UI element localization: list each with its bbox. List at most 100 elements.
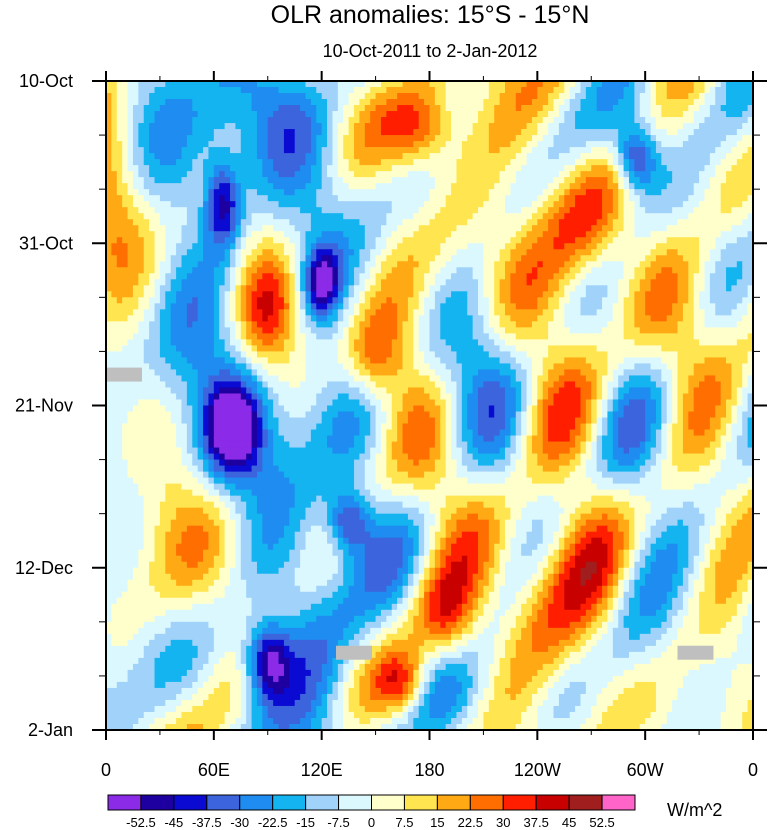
heatmap-cell: [515, 159, 522, 166]
heatmap-cell: [170, 177, 177, 184]
heatmap-cell: [111, 297, 118, 304]
heatmap-cell: [273, 93, 280, 100]
heatmap-cell: [612, 225, 619, 232]
heatmap-cell: [693, 249, 700, 256]
heatmap-cell: [364, 195, 371, 202]
heatmap-cell: [343, 291, 350, 298]
heatmap-cell: [650, 171, 657, 178]
heatmap-cell: [127, 153, 134, 160]
heatmap-cell: [278, 201, 285, 208]
heatmap-cell: [186, 279, 193, 286]
heatmap-cell: [488, 273, 495, 280]
heatmap-cell: [429, 117, 436, 124]
heatmap-cell: [440, 81, 447, 88]
heatmap-cell: [542, 141, 549, 148]
heatmap-cell: [494, 147, 501, 154]
heatmap-cell: [537, 321, 544, 328]
heatmap-cell: [208, 219, 215, 226]
heatmap-cell: [413, 111, 420, 118]
heatmap-cell: [429, 225, 436, 232]
heatmap-cell: [618, 135, 625, 142]
heatmap-cell: [531, 111, 538, 118]
heatmap-cell: [402, 135, 409, 142]
heatmap-cell: [693, 267, 700, 274]
heatmap-cell: [197, 129, 204, 136]
heatmap-cell: [510, 297, 517, 304]
heatmap-cell: [704, 249, 711, 256]
heatmap-cell: [138, 177, 145, 184]
heatmap-cell: [192, 219, 199, 226]
heatmap-cell: [677, 87, 684, 94]
heatmap-cell: [585, 189, 592, 196]
heatmap-cell: [230, 81, 236, 88]
heatmap-cell: [289, 87, 296, 94]
heatmap-cell: [203, 231, 210, 238]
heatmap-cell: [397, 141, 404, 148]
heatmap-cell: [143, 159, 150, 166]
heatmap-cell: [230, 201, 236, 208]
heatmap-cell: [230, 231, 236, 238]
heatmap-cell: [418, 255, 425, 262]
heatmap-cell: [170, 129, 177, 136]
heatmap-cell: [618, 213, 625, 220]
heatmap-cell: [602, 279, 609, 286]
heatmap-cell: [375, 129, 382, 136]
heatmap-cell: [742, 81, 749, 88]
heatmap-cell: [467, 243, 474, 250]
heatmap-cell: [246, 183, 253, 190]
heatmap-cell: [181, 93, 188, 100]
heatmap-cell: [321, 189, 328, 196]
heatmap-cell: [580, 201, 587, 208]
heatmap-cell: [278, 243, 285, 250]
heatmap-cell: [472, 255, 479, 262]
heatmap-cell: [159, 117, 166, 124]
heatmap-cell: [526, 165, 533, 172]
heatmap-cell: [294, 291, 301, 298]
heatmap-cell: [645, 117, 652, 124]
heatmap-cell: [553, 237, 560, 244]
heatmap-cell: [445, 231, 452, 238]
heatmap-cell: [580, 87, 587, 94]
heatmap-cell: [165, 141, 172, 148]
heatmap-cell: [488, 291, 495, 298]
heatmap-cell: [305, 285, 312, 292]
heatmap-cell: [623, 225, 630, 232]
heatmap-cell: [106, 201, 112, 208]
heatmap-cell: [391, 261, 398, 268]
heatmap-cell: [310, 183, 317, 190]
heatmap-cell: [359, 153, 366, 160]
heatmap-cell: [504, 189, 511, 196]
heatmap-cell: [553, 243, 560, 250]
heatmap-cell: [510, 165, 517, 172]
heatmap-cell: [612, 201, 619, 208]
heatmap-cell: [704, 297, 711, 304]
heatmap-cell: [310, 261, 317, 268]
heatmap-cell: [639, 105, 646, 112]
heatmap-cell: [240, 147, 247, 154]
heatmap-cell: [213, 303, 220, 310]
heatmap-cell: [337, 99, 344, 106]
heatmap-cell: [116, 327, 123, 334]
heatmap-cell: [677, 177, 684, 184]
heatmap-cell: [612, 237, 619, 244]
heatmap-cell: [585, 135, 592, 142]
heatmap-cell: [531, 273, 538, 280]
heatmap-cell: [461, 225, 468, 232]
heatmap-cell: [208, 171, 215, 178]
heatmap-cell: [230, 93, 236, 100]
heatmap-cell: [494, 231, 501, 238]
heatmap-cell: [337, 165, 344, 172]
heatmap-cell: [467, 177, 474, 184]
heatmap-cell: [402, 207, 409, 214]
heatmap-cell: [591, 81, 598, 88]
heatmap-cell: [407, 189, 414, 196]
heatmap-cell: [262, 321, 269, 328]
heatmap-cell: [300, 129, 307, 136]
heatmap-cell: [165, 285, 172, 292]
heatmap-cell: [537, 81, 544, 88]
heatmap-cell: [154, 267, 161, 274]
heatmap-cell: [418, 249, 425, 256]
heatmap-cell: [300, 207, 307, 214]
heatmap-cell: [742, 285, 749, 292]
heatmap-cell: [186, 255, 193, 262]
